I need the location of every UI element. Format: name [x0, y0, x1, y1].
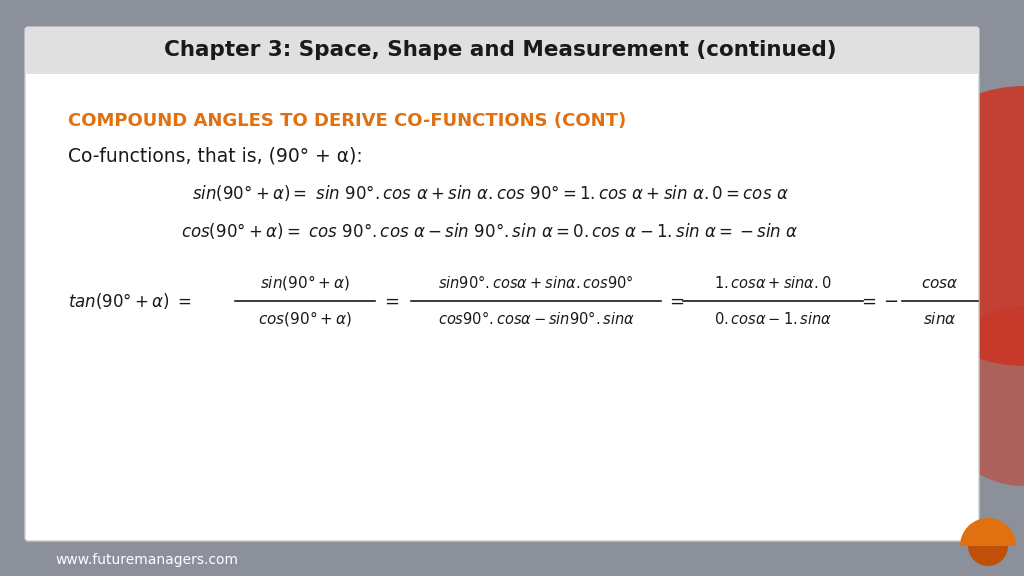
FancyBboxPatch shape — [25, 27, 979, 74]
Text: $\mathit{cos}\alpha$: $\mathit{cos}\alpha$ — [922, 275, 958, 290]
Text: Chapter 3: Space, Shape and Measurement (continued): Chapter 3: Space, Shape and Measurement … — [164, 40, 837, 60]
Text: $\mathit{tan}(90° + \alpha) \ =$: $\mathit{tan}(90° + \alpha) \ =$ — [68, 291, 191, 311]
Text: $=$: $=$ — [666, 292, 684, 310]
Text: Co-functions, that is, (90° + α):: Co-functions, that is, (90° + α): — [68, 146, 362, 165]
Text: $\mathit{sin}(90° + \alpha) = \ \mathit{sin}\ 90°.\mathit{cos}\ \alpha + \mathit: $\mathit{sin}(90° + \alpha) = \ \mathit{… — [191, 183, 788, 203]
Text: $\mathit{sin}(90° + \alpha)$: $\mathit{sin}(90° + \alpha)$ — [260, 274, 350, 293]
Text: $= -$: $= -$ — [858, 292, 898, 310]
Circle shape — [884, 86, 1024, 366]
Text: $\mathit{sin}90°.\mathit{cos}\alpha + \mathit{sin}\alpha.\mathit{cos}90°$: $\mathit{sin}90°.\mathit{cos}\alpha + \m… — [438, 275, 634, 291]
Bar — [28, 30, 976, 71]
Text: COMPOUND ANGLES TO DERIVE CO-FUNCTIONS (CONT): COMPOUND ANGLES TO DERIVE CO-FUNCTIONS (… — [68, 112, 627, 130]
Text: $\mathit{cos}(90° + \alpha)$: $\mathit{cos}(90° + \alpha)$ — [258, 309, 352, 328]
Text: www.futuremanagers.com: www.futuremanagers.com — [55, 553, 238, 567]
Text: $=$: $=$ — [381, 292, 399, 310]
Text: $\mathit{sin}\alpha$: $\mathit{sin}\alpha$ — [924, 311, 956, 327]
Text: $0.\mathit{cos}\alpha - 1.\mathit{sin}\alpha$: $0.\mathit{cos}\alpha - 1.\mathit{sin}\a… — [714, 311, 833, 327]
Wedge shape — [961, 518, 1016, 546]
Text: $\mathit{cos}(90° + \alpha) = \ \mathit{cos}\ 90°.\mathit{cos}\ \alpha - \mathit: $\mathit{cos}(90° + \alpha) = \ \mathit{… — [181, 221, 799, 241]
Wedge shape — [968, 546, 1008, 566]
Text: $1.\mathit{cos}\alpha + \mathit{sin}\alpha.0$: $1.\mathit{cos}\alpha + \mathit{sin}\alp… — [715, 275, 831, 291]
Circle shape — [934, 306, 1024, 486]
Text: $\mathit{cos}90°.\mathit{cos}\alpha - \mathit{sin}90°.\mathit{sin}\alpha$: $\mathit{cos}90°.\mathit{cos}\alpha - \m… — [437, 310, 635, 328]
FancyBboxPatch shape — [25, 27, 979, 541]
